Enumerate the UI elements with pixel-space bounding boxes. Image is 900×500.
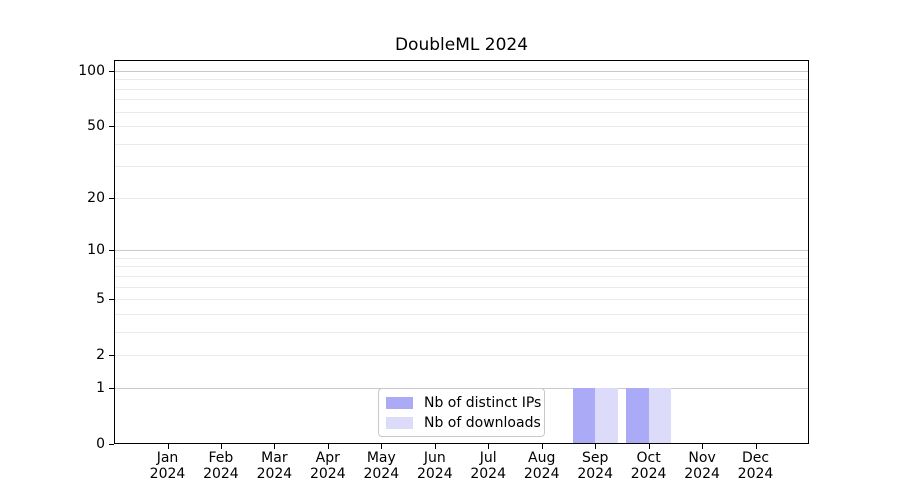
gridline-major-10 xyxy=(114,250,809,252)
bar-nb-of-distinct-ips-oct-2024 xyxy=(626,387,649,444)
x-tick-label-8: Aug 2024 xyxy=(523,450,560,482)
y-tick-label-5: 5 xyxy=(96,291,105,308)
y-tick-2 xyxy=(109,355,114,357)
x-tick-label-7: Jul 2024 xyxy=(470,450,506,482)
y-tick-label-1: 1 xyxy=(96,379,105,396)
legend: Nb of distinct IPs Nb of downloads xyxy=(378,388,545,437)
y-tick-label-2: 2 xyxy=(96,347,105,364)
x-tick-label-2: Feb 2024 xyxy=(203,450,239,482)
x-tick-label-11: Nov 2024 xyxy=(684,450,720,482)
y-tick-label-50: 50 xyxy=(87,118,105,135)
x-tick-label-4: Apr 2024 xyxy=(309,450,346,482)
x-tick-4 xyxy=(327,444,329,449)
gridline-minor-2 xyxy=(114,355,809,357)
gridline-minor-5 xyxy=(114,299,809,301)
bar-nb-of-downloads-oct-2024 xyxy=(648,387,672,444)
x-tick-3 xyxy=(274,444,276,449)
y-tick-0 xyxy=(109,444,114,445)
x-tick-label-5: May 2024 xyxy=(363,450,400,482)
x-tick-label-12: Dec 2024 xyxy=(737,450,774,482)
legend-rows: Nb of distinct IPs Nb of downloads xyxy=(386,393,541,433)
plot-area xyxy=(114,60,809,444)
y-tick-label-0: 0 xyxy=(96,436,105,452)
x-tick-label-9: Sep 2024 xyxy=(577,450,613,482)
x-tick-7 xyxy=(488,444,490,449)
gridline-minor-70 xyxy=(114,99,809,101)
legend-swatch-0 xyxy=(386,397,413,409)
x-tick-5 xyxy=(381,444,383,449)
gridline-minor-50 xyxy=(114,126,809,128)
gridline-minor-3 xyxy=(114,331,809,333)
x-tick-2 xyxy=(220,444,222,449)
legend-item-1: Nb of downloads xyxy=(386,413,541,433)
x-tick-11 xyxy=(702,444,704,449)
x-tick-9 xyxy=(595,444,597,449)
y-tick-10 xyxy=(109,250,114,252)
x-tick-label-3: Mar 2024 xyxy=(256,450,293,482)
legend-label-0: Nb of distinct IPs xyxy=(424,395,542,411)
gridline-minor-60 xyxy=(114,111,809,113)
chart-title: DoubleML 2024 xyxy=(394,35,529,55)
x-tick-label-10: Oct 2024 xyxy=(630,450,667,482)
gridline-minor-8 xyxy=(114,266,809,268)
gridline-minor-9 xyxy=(114,257,809,259)
gridline-minor-4 xyxy=(114,313,809,315)
x-tick-8 xyxy=(541,444,543,449)
gridline-minor-30 xyxy=(114,166,809,168)
gridline-minor-20 xyxy=(114,197,809,199)
y-tick-100 xyxy=(109,70,114,72)
gridline-minor-6 xyxy=(114,286,809,288)
gridline-minor-90 xyxy=(114,79,809,81)
x-tick-12 xyxy=(755,444,757,449)
legend-item-0: Nb of distinct IPs xyxy=(386,393,541,413)
x-tick-10 xyxy=(648,444,650,449)
gridline-major-100 xyxy=(114,70,809,72)
y-tick-label-100: 100 xyxy=(78,62,105,79)
legend-label-1: Nb of downloads xyxy=(424,415,541,431)
y-tick-label-10: 10 xyxy=(87,242,105,259)
x-tick-6 xyxy=(434,444,436,449)
y-tick-20 xyxy=(109,197,114,199)
bar-nb-of-distinct-ips-sep-2024 xyxy=(572,387,596,444)
y-tick-1 xyxy=(109,387,114,389)
x-tick-label-1: Jan 2024 xyxy=(149,450,186,482)
y-tick-50 xyxy=(109,126,114,128)
x-tick-label-6: Jun 2024 xyxy=(416,450,453,482)
legend-swatch-1 xyxy=(386,417,413,429)
gridline-minor-7 xyxy=(114,275,809,277)
y-tick-5 xyxy=(109,299,114,301)
bar-nb-of-downloads-sep-2024 xyxy=(595,387,618,444)
y-tick-label-20: 20 xyxy=(87,189,105,206)
gridline-minor-40 xyxy=(114,143,809,145)
x-tick-1 xyxy=(167,444,169,449)
gridline-minor-80 xyxy=(114,88,809,90)
